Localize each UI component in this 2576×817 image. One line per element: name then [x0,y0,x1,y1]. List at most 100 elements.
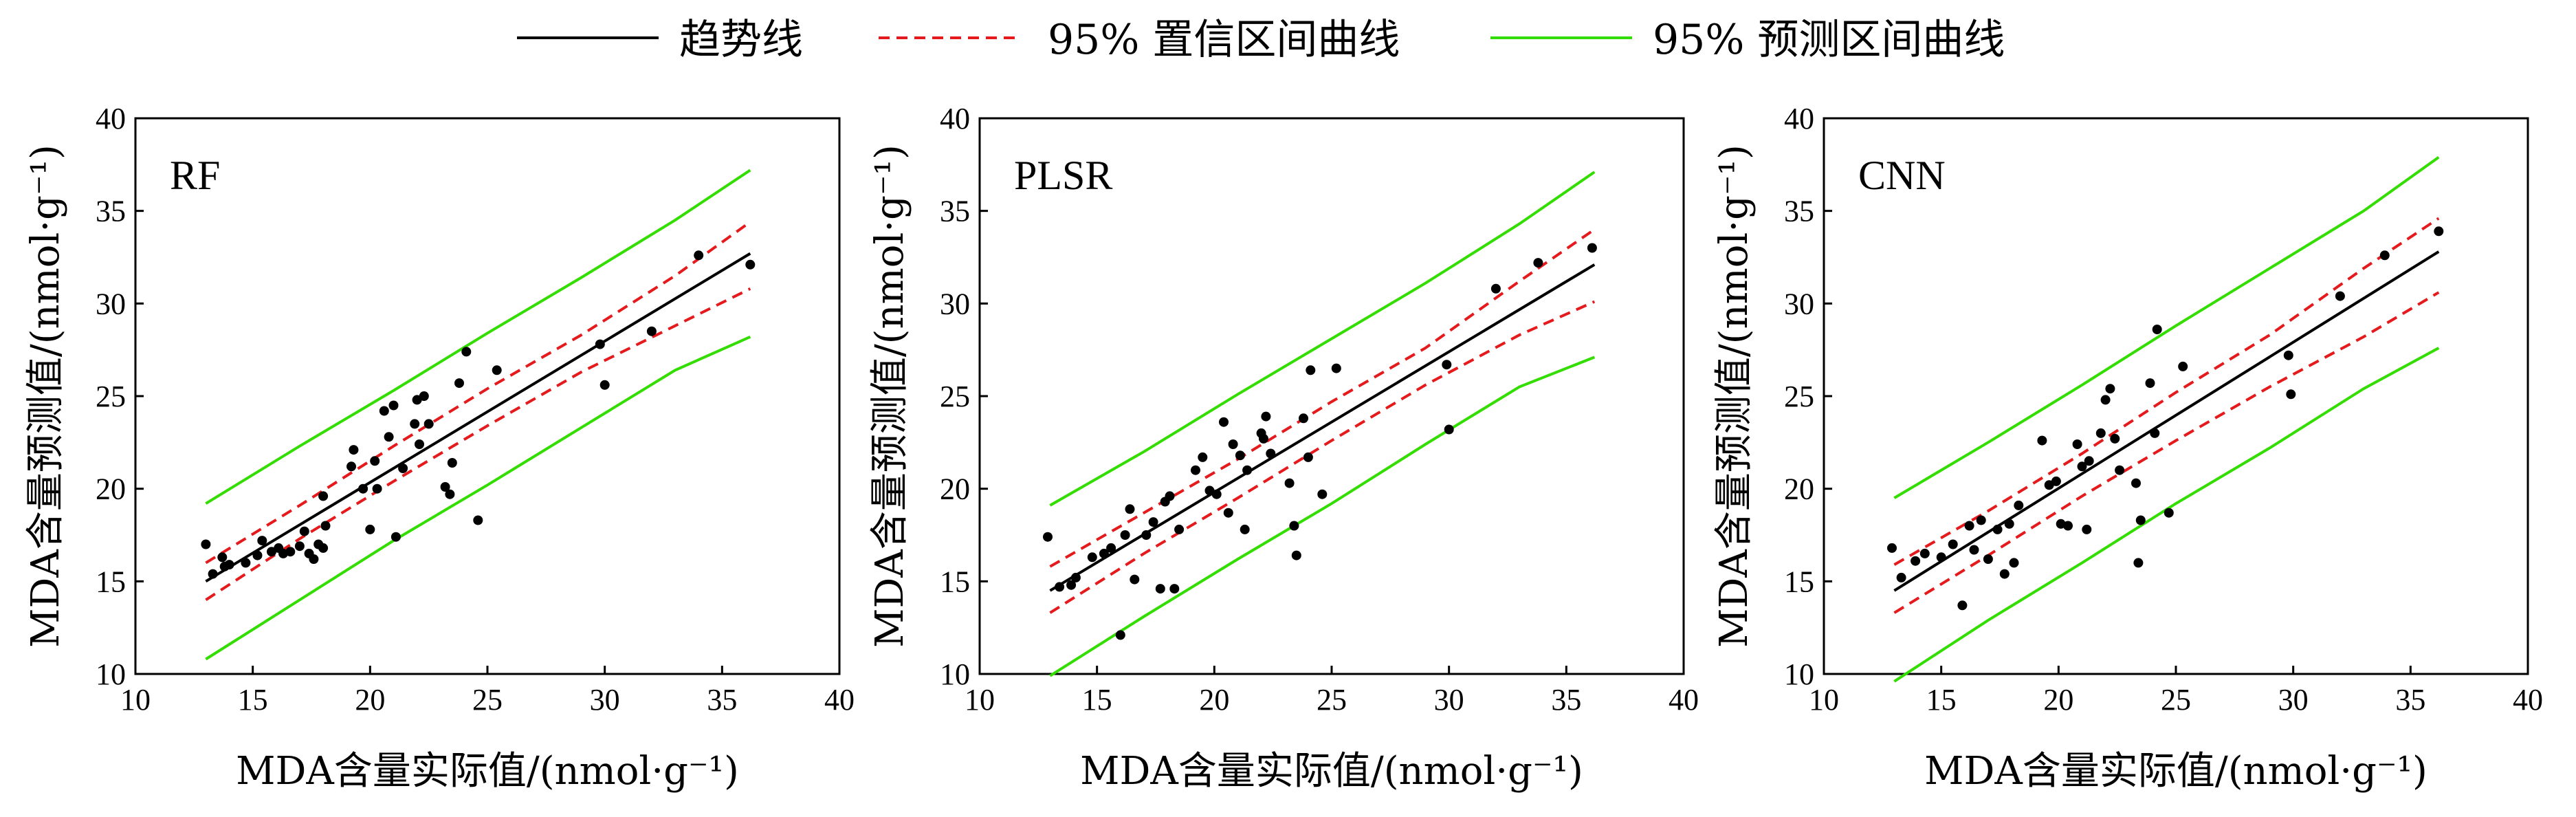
data-point [2379,250,2390,261]
data-point [2009,558,2019,568]
data-point [1165,491,1175,501]
y-tick-label: 25 [1784,380,1814,413]
confidence-interval-upper [1893,217,2440,566]
data-point [299,526,309,536]
data-point [1106,543,1116,553]
y-axis-title: MDA含量预测值/(nmol·g⁻¹) [23,144,68,648]
data-point [1242,465,1253,475]
x-tick-label: 35 [2395,683,2425,717]
data-point [1289,521,1299,531]
data-point [694,250,704,261]
x-tick-label: 15 [238,683,268,717]
data-point [346,461,356,472]
y-tick-label: 10 [1784,657,1814,691]
data-point [1115,630,1125,640]
data-point [1043,532,1053,542]
data-point [1191,465,1200,475]
panel-label: CNN [1858,153,1946,198]
data-point [2051,476,2061,486]
data-point [2283,350,2293,360]
legend: 趋势线 95% 置信区间曲线 95% 预测区间曲线 [517,16,2005,64]
data-point [1148,517,1158,527]
prediction-interval-upper [1893,155,2440,499]
data-point [252,550,263,560]
data-point [1155,584,1165,594]
y-axis-title: MDA含量预测值/(nmol·g⁻¹) [868,144,912,648]
data-point [349,445,359,455]
y-tick-label: 15 [1784,565,1814,598]
y-tick-label: 30 [1784,287,1814,320]
x-axis-title: MDA含量实际值/(nmol·g⁻¹) [1924,749,2428,794]
data-point [2110,433,2120,444]
data-point [1919,548,1930,558]
data-point [473,515,483,525]
data-point [745,259,756,270]
y-axis-title: MDA含量预测值/(nmol·g⁻¹) [1712,144,1757,648]
trend-line [205,252,751,583]
data-point [461,347,472,357]
chart-panel-cnn: 10 15 20 25 30 35 40 10 15 20 25 30 35 40 CNN MDA含量实际值/… [1712,102,2543,794]
data-point [379,406,389,416]
data-point [1306,365,1316,375]
y-tick-label: 30 [96,287,126,320]
data-point [2100,395,2111,405]
x-tick-label: 25 [2161,683,2191,717]
y-tick-label: 35 [1784,195,1814,228]
data-point [358,483,368,494]
confidence-interval-lower [1049,300,1596,614]
data-point [1896,572,1906,582]
data-point [1948,539,1958,549]
data-point [1130,574,1140,585]
data-point [1299,413,1308,424]
data-point [2286,389,2296,400]
data-point [217,552,228,563]
data-point [2105,384,2115,394]
data-point [2115,465,2125,475]
y-tick-label: 15 [940,565,970,598]
data-point [1099,548,1109,558]
data-point [423,419,434,429]
y-tick-label: 35 [96,195,126,228]
data-point [1331,363,1341,373]
y-tick-label: 40 [940,102,970,135]
data-point [1228,439,1238,449]
x-tick-label: 35 [1551,683,1581,717]
x-tick-label: 30 [1434,683,1464,717]
y-tick-label: 10 [96,657,126,691]
panel-label: RF [170,153,220,198]
y-tick-label: 30 [940,287,970,320]
data-point [390,532,401,542]
data-point [2434,226,2444,237]
data-point [1887,543,1897,553]
x-tick-label: 35 [707,683,737,717]
data-point [1992,524,2003,534]
data-point [320,521,331,531]
data-point [2131,478,2141,488]
plot-frame [134,117,841,675]
prediction-interval-upper [205,168,751,505]
data-point [1219,417,1229,427]
data-point [2037,435,2047,446]
y-tick-label: 25 [940,380,970,413]
data-point [1284,478,1295,488]
data-point [1070,572,1081,582]
y-tick-label: 25 [96,380,126,413]
x-tick-label: 40 [2513,683,2543,717]
data-point [384,432,394,442]
data-point [2095,428,2106,438]
data-point [445,489,455,499]
prediction-interval-upper [1049,171,1596,507]
data-point [224,560,234,570]
data-point [1490,283,1501,294]
data-point [1211,489,1222,499]
legend-label-trend: 趋势线 [679,16,803,64]
data-point [2152,325,2162,334]
data-point [447,458,457,468]
data-point [318,491,329,501]
prediction-interval-lower [1049,356,1596,677]
data-point [2014,500,2024,510]
data-point [285,547,296,557]
data-point [1174,524,1185,534]
data-point [370,456,380,466]
data-point [1087,552,1097,563]
